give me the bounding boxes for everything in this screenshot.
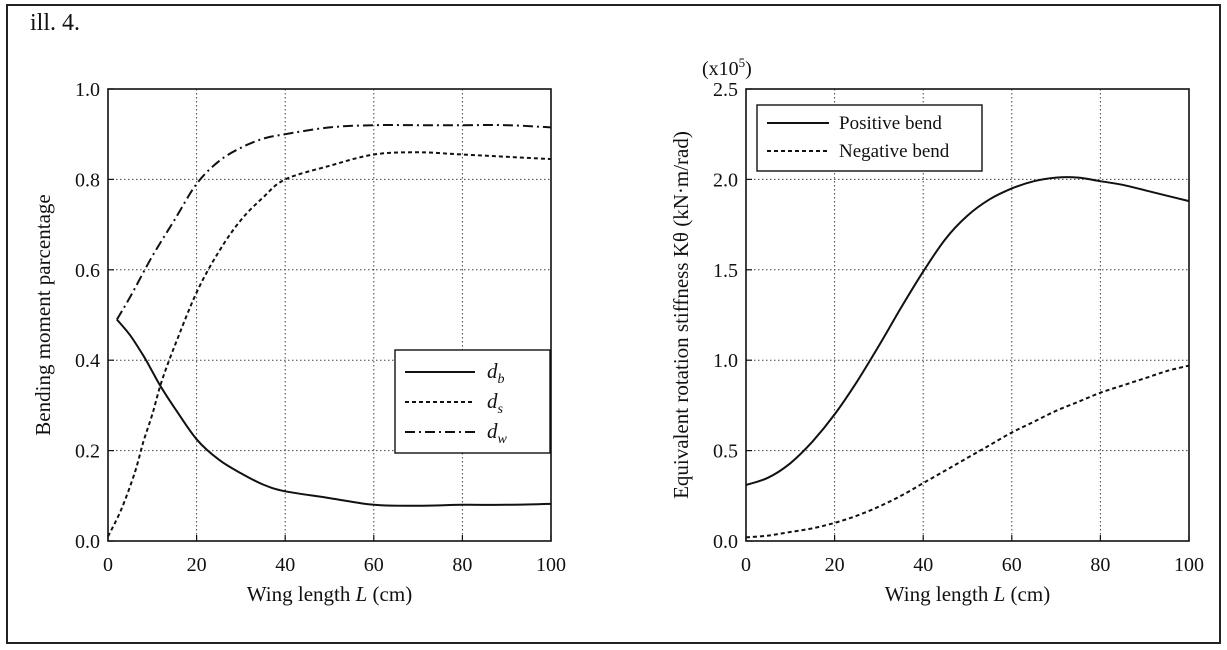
x-tick-label: 0	[103, 554, 113, 576]
legend-label-sub: s	[498, 402, 504, 417]
x-axis-label-variable: L	[355, 582, 368, 606]
y-scale-base: (x10	[702, 58, 739, 80]
legend-label-text: Positive bend	[839, 113, 942, 134]
figure-label: ill. 4.	[30, 10, 81, 36]
legend-label: ds	[487, 389, 504, 417]
x-tick-label: 80	[452, 554, 472, 576]
x-tick-label: 60	[364, 554, 384, 576]
y-tick-label: 1.0	[75, 79, 100, 101]
x-tick-label: 100	[1174, 554, 1204, 576]
y-tick-label: 2.5	[713, 79, 738, 101]
y-tick-label: 0.2	[75, 441, 100, 463]
legend-box	[756, 104, 983, 172]
y-tick-label: 0.0	[75, 531, 100, 553]
legend-label: dw	[487, 419, 508, 447]
y-scale-close: )	[745, 58, 752, 80]
x-tick-label: 100	[536, 554, 566, 576]
series-line-d-s	[107, 151, 552, 537]
y-scale-note: (x105)	[702, 55, 752, 80]
plot-frame	[107, 88, 552, 542]
y-tick-label: 0.0	[713, 531, 738, 553]
y-scale-exponent: 5	[739, 55, 746, 70]
legend-label-main: d	[487, 419, 498, 443]
x-tick-label: 20	[187, 554, 207, 576]
series-line-d-b	[116, 318, 552, 507]
series-line-d-w	[116, 124, 552, 321]
legend-label-main: d	[487, 359, 498, 383]
y-tick-label: 0.5	[713, 441, 738, 463]
x-axis-label: Wing length L (cm)	[885, 582, 1050, 606]
y-tick-label: 0.4	[75, 350, 100, 372]
y-tick-label: 0.6	[75, 260, 100, 282]
x-tick-label: 60	[1002, 554, 1022, 576]
figure-frame	[6, 4, 1221, 644]
x-axis-label-unit: (cm)	[1005, 582, 1050, 606]
y-axis-label: Equivalent rotation stiffness Kθ (kN·m/r…	[669, 131, 693, 499]
x-tick-label: 0	[741, 554, 751, 576]
x-tick-label: 20	[825, 554, 845, 576]
legend-label-text: Negative bend	[839, 141, 950, 162]
y-tick-label: 1.5	[713, 260, 738, 282]
x-tick-label: 40	[913, 554, 933, 576]
plot-frame	[745, 88, 1190, 542]
legend-label: Negative bend	[839, 141, 950, 162]
x-axis-label-prefix: Wing length	[247, 582, 356, 606]
x-tick-label: 40	[275, 554, 295, 576]
legend-label: Positive bend	[839, 113, 942, 134]
legend-label-sub: b	[498, 372, 505, 387]
y-tick-label: 1.0	[713, 350, 738, 372]
legend-label-sub: w	[498, 432, 508, 447]
y-tick-label: 2.0	[713, 169, 738, 191]
y-axis-label: Bending moment parcentage	[31, 194, 55, 435]
y-tick-label: 0.8	[75, 169, 100, 191]
x-axis-label-prefix: Wing length	[885, 582, 994, 606]
x-tick-label: 80	[1090, 554, 1110, 576]
legend-label: db	[487, 359, 505, 387]
legend-label-main: d	[487, 389, 498, 413]
x-axis-label-variable: L	[993, 582, 1006, 606]
series-line-positive-bend	[745, 176, 1190, 486]
x-axis-label: Wing length L (cm)	[247, 582, 412, 606]
x-axis-label-unit: (cm)	[367, 582, 412, 606]
series-line-negative-bend	[745, 364, 1190, 539]
